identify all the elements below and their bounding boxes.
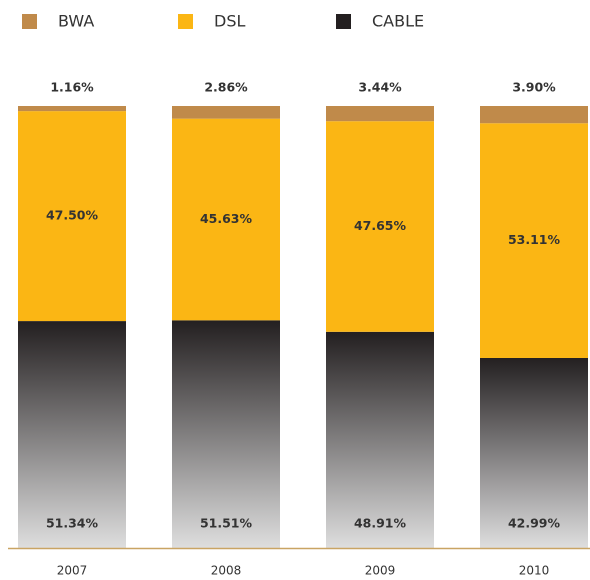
legend-swatch	[22, 14, 37, 29]
data-label: 3.90%	[512, 80, 556, 95]
bar-segment	[18, 111, 126, 322]
x-tick-label: 2009	[365, 564, 396, 578]
data-label: 51.34%	[46, 516, 99, 531]
bar-segment	[480, 357, 588, 548]
legend-swatch	[178, 14, 193, 29]
data-label: 2.86%	[204, 80, 248, 95]
bar-segment	[326, 121, 434, 332]
data-label: 1.16%	[50, 80, 94, 95]
bar-segment	[172, 118, 280, 321]
bar-segment	[172, 320, 280, 548]
bar-segment	[18, 106, 126, 112]
data-label: 45.63%	[200, 211, 253, 226]
legend-swatch	[336, 14, 351, 29]
bar-segment	[480, 106, 588, 124]
bar-segment	[326, 331, 434, 548]
data-label: 3.44%	[358, 80, 402, 95]
legend-label: DSL	[214, 12, 245, 31]
bar-segment	[18, 321, 126, 548]
data-label: 47.50%	[46, 208, 99, 223]
legend-label: BWA	[58, 12, 94, 31]
x-tick-label: 2007	[57, 564, 88, 578]
data-label: 53.11%	[508, 232, 561, 247]
data-label: 48.91%	[354, 516, 407, 531]
data-label: 47.65%	[354, 218, 407, 233]
bar-segment	[326, 106, 434, 122]
bar-segment	[172, 106, 280, 119]
legend-label: CABLE	[372, 12, 424, 31]
data-label: 51.51%	[200, 516, 253, 531]
bar-segment	[480, 123, 588, 358]
x-tick-label: 2010	[519, 564, 550, 578]
x-tick-label: 2008	[211, 564, 242, 578]
data-label: 42.99%	[508, 516, 561, 531]
